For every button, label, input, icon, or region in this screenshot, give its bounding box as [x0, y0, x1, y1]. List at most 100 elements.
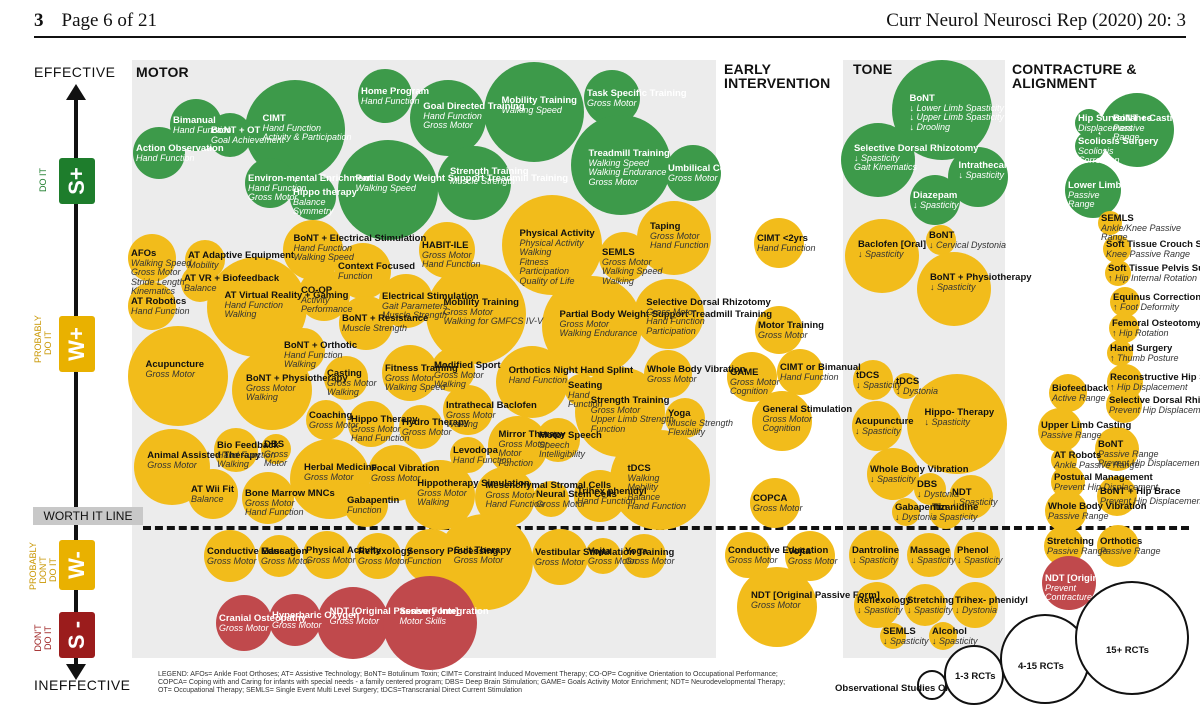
intervention-title: Conductive Education	[728, 545, 829, 556]
axis-label-effective: EFFECTIVE	[34, 64, 116, 80]
intervention-bubble	[929, 622, 957, 650]
intervention-label: BoNT + OT Goal Achievement	[211, 126, 284, 145]
intervention-outcome: Gross Motor	[329, 615, 380, 626]
intervention-title: Context Focused	[338, 261, 416, 272]
intervention-outcome: ↓ Dystonia	[895, 511, 938, 522]
intervention-label: CIMT or Bimanual Hand Function	[780, 363, 861, 382]
intervention-label: BoNT ↓ Lower Limb Spasticity ↓ Upper Limb…	[910, 94, 1005, 132]
intervention-outcome: Knee Passive Range	[1106, 248, 1191, 259]
intervention-title: Taping	[649, 221, 681, 232]
intervention-label: Modified Sport Gross Motor Walking	[434, 361, 501, 390]
intervention-label: Goal Directed Training Hand Function Gros…	[423, 102, 524, 131]
intervention-label: NDT ↓ Spasticity	[952, 488, 998, 507]
intervention-bubble	[383, 576, 477, 670]
intervention-label: BoNT ↓ Cervical Dystonia	[929, 231, 1006, 250]
intervention-title: Phenol	[957, 545, 989, 556]
intervention-outcome: Gross Motor	[587, 97, 637, 108]
intervention-label: Mobility Training Walking Speed	[502, 96, 577, 115]
intervention-label: Reconstructive Hip Surgery↑ Hip Displace…	[1110, 373, 1200, 392]
intervention-outcome: Gross Motor	[788, 555, 838, 566]
intervention-label: Herbal Medicine Gross Motor	[304, 463, 377, 482]
intervention-label: Partial Body Weight Support Treadmill Tr…	[356, 174, 569, 193]
intervention-outcome: Gross Motor	[758, 329, 808, 340]
intervention-label: BoNT + Hip Brace Prevent Hip Displacement	[1100, 487, 1200, 506]
intervention-outcome: ↓ Spasticity	[924, 416, 971, 427]
intervention-title: Selective Dorsal Rhizotomy	[853, 143, 979, 154]
intervention-title: Levodopa	[453, 445, 498, 456]
intervention-label: Partial Body Weight Support Treadmill Tr…	[560, 310, 773, 339]
intervention-bubble	[867, 448, 919, 500]
intervention-outcome: Gross Motor	[668, 172, 718, 183]
intervention-title: Trihex- phenidyl	[955, 595, 1028, 606]
intervention-outcome: ↓ Dystonia	[896, 385, 939, 396]
intervention-outcome: ↓ Dystonia	[917, 488, 960, 499]
intervention-label: Hippo therapy Balance Symmetry	[293, 188, 357, 217]
intervention-bubble	[431, 348, 475, 392]
intervention-outcome: Gross Motor	[358, 555, 408, 566]
intervention-outcome: Muscle Strength Flexibility	[668, 417, 734, 437]
intervention-label: Motor Speech Speech Intelligibility	[539, 431, 602, 460]
intervention-title: Trihex phenidyl	[577, 486, 647, 497]
intervention-bubble	[755, 306, 803, 354]
intervention-title: DBS	[917, 479, 938, 490]
intervention-bubble	[880, 623, 906, 649]
intervention-title: Bone Marrow MNCs	[245, 488, 335, 499]
intervention-label: Seating Hand Function	[568, 381, 603, 410]
intervention-title: Bimanual	[173, 115, 216, 126]
intervention-title: Stretching	[1047, 536, 1094, 547]
intervention-label: Coaching Gross Motor	[309, 411, 359, 430]
header-rule	[34, 36, 1186, 38]
intervention-title: Motor Training	[758, 320, 824, 331]
intervention-title: BoNT + OT	[211, 125, 261, 136]
intervention-title: Hand Surgery	[1110, 343, 1173, 354]
intervention-outcome: ↓ Spasticity	[958, 169, 1005, 180]
intervention-title: Acupuncture	[855, 416, 914, 427]
intervention-outcome: Gross Motor	[588, 555, 638, 566]
intervention-outcome: Goal Achievement	[211, 134, 285, 145]
intervention-outcome: Muscle Strength	[449, 175, 515, 186]
intervention-label: Trihex- phenidyl ↓ Dystonia	[955, 596, 1028, 615]
intervention-label: Selective Dorsal Rhizotomy Gross Motor Ha…	[646, 298, 771, 336]
abbreviation-legend: LEGEND: AFOs= Ankle Foot Orthoses; AT= A…	[158, 671, 786, 694]
intervention-outcome: Gross Motor	[207, 555, 257, 566]
intervention-title: SEMLS	[1101, 213, 1134, 224]
intervention-label: Whole Body Vibration Gross Motor	[647, 365, 746, 384]
intervention-title: Acupuncture	[145, 359, 205, 370]
intervention-title: BoNT + Orthotic	[284, 340, 358, 351]
intervention-label: Electrical Stimulation Gait Parameters Mu…	[382, 292, 479, 321]
intervention-outcome: Gross Motor Hand Function	[245, 497, 304, 517]
intervention-outcome: ↓ Spasticity Gait Kinematics	[853, 152, 917, 172]
rating-badge-weak-positive: W+	[59, 316, 95, 372]
intervention-outcome: ↓ Spasticity	[932, 635, 978, 646]
intervention-outcome: Gross Motor	[453, 554, 504, 565]
intervention-outcome: Activity Performance	[301, 294, 353, 314]
rating-category-do-it: DO IT	[38, 168, 48, 192]
intervention-bubble	[290, 174, 336, 220]
intervention-title: Seating	[568, 380, 603, 391]
intervention-outcome: Hand Function Walking	[217, 449, 276, 469]
intervention-outcome: ↓ Spasticity	[852, 554, 898, 565]
intervention-title: Neural Stem Cells	[536, 489, 617, 500]
intervention-label: HABIT-ILE Gross Motor Hand Function	[422, 241, 481, 270]
intervention-outcome: Physical Activity Walking Fitness Partic…	[519, 237, 584, 286]
intervention-title: Intrathecal Baclofen	[958, 160, 1050, 171]
intervention-outcome: Balance	[184, 282, 217, 293]
intervention-title: Alcohol	[932, 626, 967, 637]
intervention-bubble	[952, 582, 998, 628]
intervention-label: Acupuncture Gross Motor	[146, 360, 205, 379]
intervention-title: BoNT	[1098, 439, 1124, 450]
intervention-bubble	[954, 532, 1000, 578]
intervention-title: Reflexology	[358, 546, 412, 557]
intervention-bubble	[929, 495, 963, 529]
intervention-label: CO-OP Activity Performance	[301, 286, 353, 315]
intervention-bubble	[324, 356, 368, 400]
intervention-title: Hippo- Therapy	[924, 407, 995, 418]
intervention-bubble	[1038, 408, 1082, 452]
worth-it-line-label: WORTH IT LINE	[33, 507, 143, 525]
intervention-title: Postural Management	[1054, 472, 1153, 483]
intervention-outcome: ↓ Spasticity	[929, 281, 976, 292]
intervention-outcome: Ankle Passive Range	[1054, 459, 1140, 470]
intervention-bubble	[737, 567, 817, 647]
intervention-title: SEMLS	[602, 247, 635, 258]
intervention-bubble	[610, 430, 710, 530]
